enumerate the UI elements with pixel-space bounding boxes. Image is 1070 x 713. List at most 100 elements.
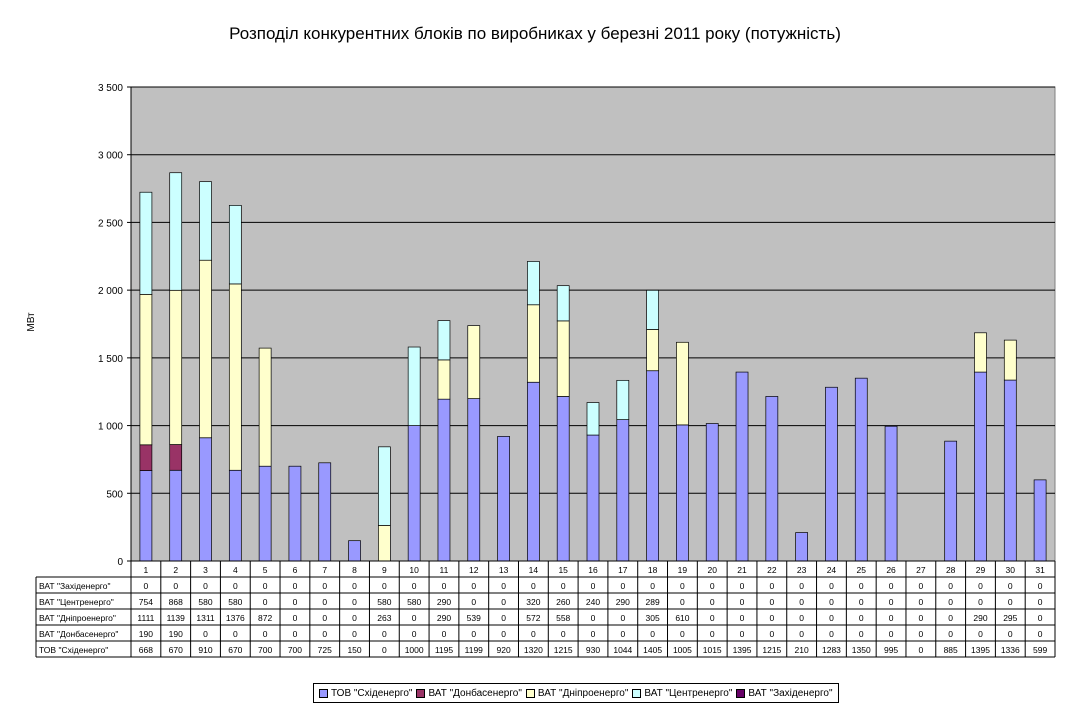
- bar-segment: [288, 465, 302, 562]
- table-cell: 0: [948, 581, 953, 591]
- table-cell: 240: [586, 597, 600, 607]
- x-tick-label: 24: [827, 565, 837, 575]
- legend-label: ВАТ "Центренерго": [644, 687, 733, 699]
- table-cell: 539: [467, 613, 481, 623]
- table-cell: 0: [710, 613, 715, 623]
- table-cell: 0: [501, 613, 506, 623]
- table-cell: 0: [471, 629, 476, 639]
- table-cell: 0: [769, 581, 774, 591]
- table-cell: 670: [169, 645, 183, 655]
- bar-segment: [527, 261, 540, 306]
- table-row-label: ВАТ "Західенерго": [39, 581, 110, 591]
- table-cell: 1336: [1001, 645, 1020, 655]
- bar-segment: [139, 191, 153, 295]
- table-cell: 0: [561, 581, 566, 591]
- table-cell: 0: [889, 581, 894, 591]
- x-tick-label: 15: [558, 565, 568, 575]
- x-tick-label: 6: [293, 565, 298, 575]
- y-tick-label: 500: [106, 489, 123, 500]
- table-cell: 0: [740, 613, 745, 623]
- table-cell: 0: [591, 613, 596, 623]
- bar-segment: [616, 419, 630, 562]
- table-cell: 0: [859, 613, 864, 623]
- bar-segment: [407, 346, 421, 426]
- table-cell: 1000: [405, 645, 424, 655]
- x-tick-label: 28: [946, 565, 956, 575]
- table-cell: 1350: [852, 645, 871, 655]
- bar-segment: [228, 283, 242, 471]
- bar-segment: [944, 440, 958, 562]
- table-cell: 290: [437, 613, 451, 623]
- bar-segment: [616, 379, 630, 420]
- x-tick-label: 26: [886, 565, 896, 575]
- bar-segment: [348, 540, 361, 562]
- table-cell: 1405: [643, 645, 662, 655]
- table-cell: 580: [377, 597, 391, 607]
- bar-segment: [646, 329, 659, 372]
- table-cell: 610: [675, 613, 689, 623]
- table-cell: 700: [288, 645, 302, 655]
- y-tick-label: 2 000: [98, 286, 123, 297]
- table-cell: 0: [829, 597, 834, 607]
- table-cell: 599: [1033, 645, 1047, 655]
- table-cell: 1044: [613, 645, 632, 655]
- table-cell: 868: [169, 597, 183, 607]
- table-cell: 558: [556, 613, 570, 623]
- bar-segment: [437, 359, 451, 400]
- table-cell: 0: [919, 581, 924, 591]
- bar-segment: [258, 347, 272, 467]
- x-tick-label: 8: [352, 565, 357, 575]
- bar-segment: [1003, 339, 1017, 381]
- table-cell: 0: [889, 629, 894, 639]
- table-cell: 1139: [167, 613, 186, 623]
- bar-segment: [556, 285, 570, 322]
- table-cell: 0: [442, 581, 447, 591]
- table-cell: 0: [322, 613, 327, 623]
- bar-segment: [378, 446, 391, 526]
- bar-segment: [378, 525, 391, 562]
- x-tick-label: 20: [707, 565, 717, 575]
- table-cell: 910: [198, 645, 212, 655]
- bar-segment: [228, 205, 242, 285]
- table-cell: 0: [501, 581, 506, 591]
- table-cell: 0: [948, 597, 953, 607]
- bar-segment: [974, 332, 987, 373]
- table-cell: 290: [616, 597, 630, 607]
- bar-segment: [1003, 379, 1017, 562]
- bar-segment: [646, 370, 659, 562]
- bar-segment: [676, 424, 689, 562]
- table-cell: 0: [650, 581, 655, 591]
- table-cell: 190: [169, 629, 183, 639]
- x-tick-label: 9: [382, 565, 387, 575]
- table-cell: 0: [501, 597, 506, 607]
- table-cell: 0: [620, 629, 625, 639]
- table-cell: 0: [829, 581, 834, 591]
- x-tick-label: 4: [233, 565, 238, 575]
- x-tick-label: 10: [409, 565, 419, 575]
- table-cell: 0: [740, 597, 745, 607]
- table-cell: 0: [710, 581, 715, 591]
- table-cell: 0: [322, 581, 327, 591]
- table-cell: 0: [173, 581, 178, 591]
- table-cell: 295: [1003, 613, 1017, 623]
- legend-item: ВАТ "Дніпроенерго": [525, 687, 629, 699]
- table-cell: 580: [228, 597, 242, 607]
- y-tick-label: 3 000: [98, 151, 123, 162]
- legend-swatch: [632, 688, 642, 698]
- table-cell: 290: [437, 597, 451, 607]
- bar-segment: [258, 465, 272, 562]
- x-tick-label: 12: [469, 565, 479, 575]
- x-tick-label: 7: [322, 565, 327, 575]
- table-cell: 0: [740, 581, 745, 591]
- table-cell: 0: [859, 629, 864, 639]
- table-cell: 0: [1008, 597, 1013, 607]
- table-cell: 872: [258, 613, 272, 623]
- table-cell: 1283: [822, 645, 841, 655]
- legend-label: ВАТ "Західенерго": [748, 687, 833, 699]
- bar-segment: [884, 425, 898, 562]
- table-cell: 1320: [524, 645, 543, 655]
- legend-label: ВАТ "Дніпроенерго": [537, 687, 629, 699]
- y-tick-label: 1 000: [98, 422, 123, 433]
- bar-segment: [527, 381, 540, 562]
- table-cell: 572: [526, 613, 540, 623]
